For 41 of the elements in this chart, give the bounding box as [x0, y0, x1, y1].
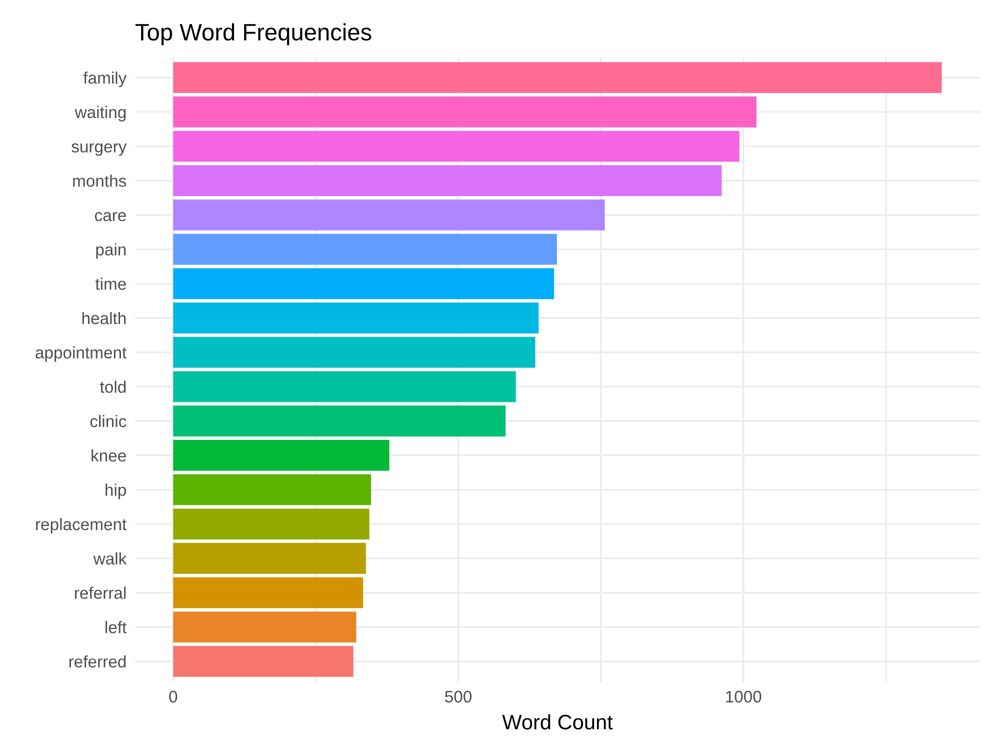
- bar: [173, 62, 942, 94]
- y-tick-label: waiting: [74, 106, 126, 122]
- bar: [173, 165, 722, 196]
- y-tick-label: referral: [74, 586, 126, 599]
- y-tick-label: told: [100, 380, 126, 393]
- y-tick-label: health: [82, 312, 126, 324]
- y-tick-label: replacement: [36, 518, 127, 534]
- y-tick-label: referred: [69, 655, 126, 668]
- x-tick-label: 0: [169, 690, 178, 703]
- y-tick-label: left: [106, 621, 127, 634]
- chart-title: Top Word Frequencies: [136, 23, 372, 46]
- y-tick-label: family: [83, 72, 127, 88]
- bar: [173, 440, 390, 471]
- y-tick-label: surgery: [72, 143, 127, 156]
- bar: [173, 542, 366, 574]
- y-tick-label: care: [94, 212, 126, 222]
- bar: [173, 234, 557, 265]
- bar: [173, 577, 364, 608]
- bar: [173, 474, 372, 506]
- bar: [173, 302, 539, 334]
- bar: [173, 130, 740, 162]
- bar: [173, 612, 356, 643]
- y-tick-label: clinic: [90, 414, 126, 428]
- y-tick-label: time: [95, 278, 126, 290]
- bar: [173, 508, 370, 540]
- bar: [173, 336, 536, 368]
- x-tick-label: 500: [445, 690, 472, 703]
- x-axis-title: Word Count: [502, 714, 613, 730]
- bar: [173, 96, 756, 128]
- bar: [173, 200, 605, 230]
- y-tick-label: pain: [96, 243, 126, 259]
- y-tick-label: walk: [93, 552, 127, 565]
- y-tick-label: hip: [106, 484, 126, 500]
- bar: [173, 268, 554, 300]
- y-tick-label: months: [73, 174, 126, 187]
- y-tick-label: appointment: [36, 346, 127, 362]
- bar: [173, 406, 506, 436]
- x-tick-label: 1000: [726, 690, 762, 703]
- y-tick-label: knee: [92, 449, 126, 462]
- bar: [173, 371, 516, 402]
- bar: [173, 646, 354, 677]
